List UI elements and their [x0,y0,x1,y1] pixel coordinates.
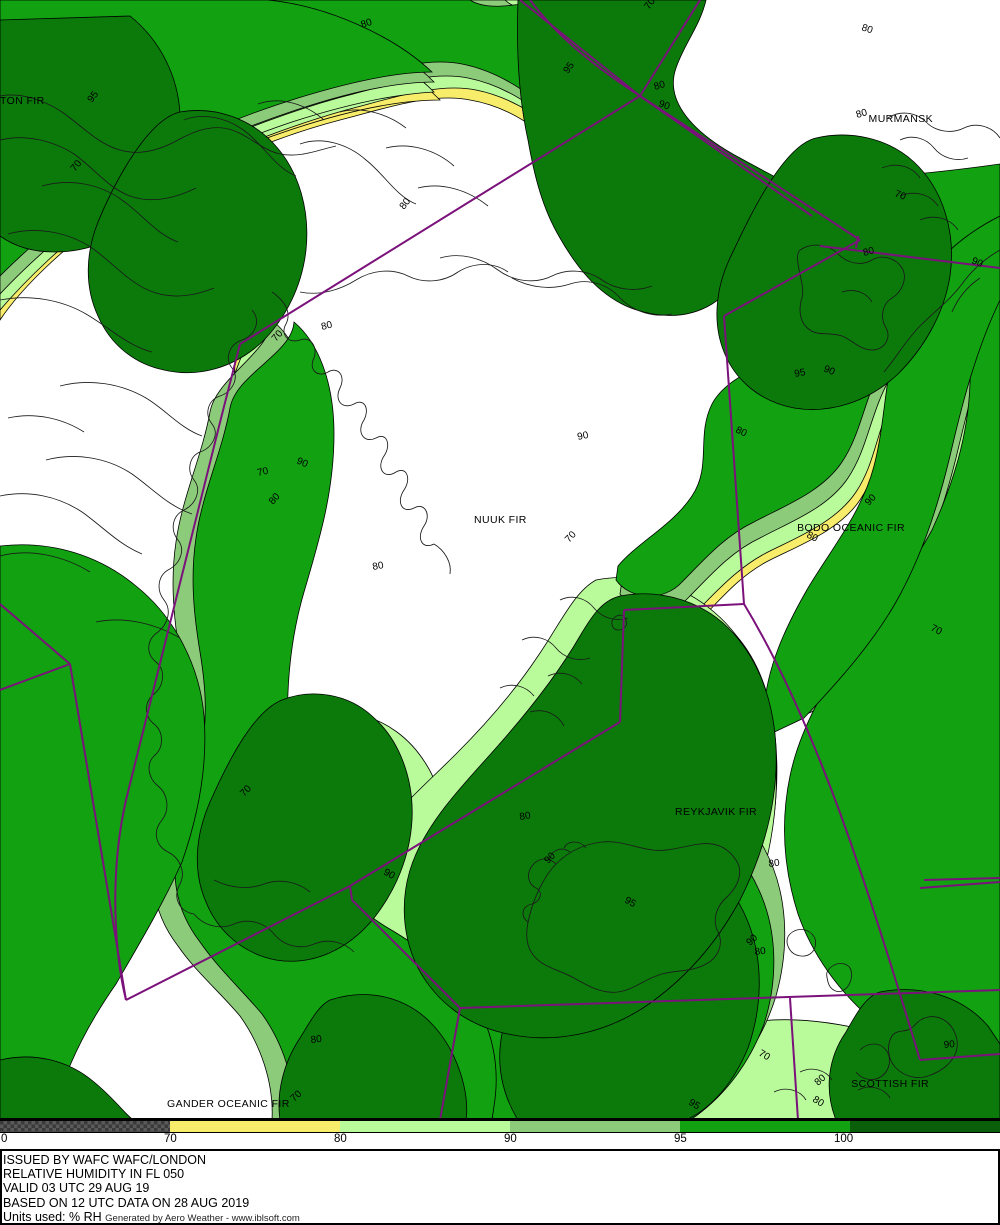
legend-swatch-0-70 [0,1121,170,1132]
legend-swatch-above-100 [850,1121,1000,1132]
contour-label: 80 [768,857,781,870]
fir-label-bodo-oceanic-fir: BODO OCEANIC FIR [797,522,905,534]
contour-label: 70 [929,623,944,638]
legend-tick-90: 90 [504,1133,517,1145]
fir-labels: TON FIR MURMANSK NUUK FIR BODO OCEANIC FIR R… [0,95,933,1110]
contour-label: 80 [519,810,532,823]
contour-label: 95 [793,367,806,380]
contour-label: 80 [754,946,767,958]
fir-boundaries[interactable] [0,0,1000,1120]
contour-label: 90 [382,867,397,882]
contour-label: 70 [642,0,658,12]
footer-units-line: Units used: % RH Generated by Aero Weath… [3,1210,1000,1225]
legend-swatch-70-80 [170,1121,340,1132]
footer-credit: Generated by Aero Weather - www.iblsoft.… [105,1212,300,1224]
fir-label-murmansk-fir: MURMANSK [869,113,933,125]
contour-label: 95 [623,895,638,910]
legend-colorbar: 0 70 80 90 95 100 [0,1120,1000,1151]
contour-label: 95 [686,1097,702,1112]
legend-tick-70: 70 [164,1133,177,1145]
legend-tick-labels: 0 70 80 90 95 100 [0,1133,1000,1150]
legend-swatch-95-100 [680,1121,850,1132]
chart-footer: ISSUED BY WAFC WAFC/LONDON RELATIVE HUMI… [0,1151,1000,1225]
legend-bar [0,1120,1000,1133]
contour-label: 70 [893,189,908,203]
coastlines [0,94,1000,1101]
contour-label: 70 [757,1048,773,1063]
contour-label: 80 [860,22,875,36]
contour-label: 80 [805,530,820,545]
map-canvas[interactable]: 70 80 80 95 80 90 95 80 70 80 80 90 70 80 90 70 70 90 80 90… [0,0,1000,1120]
footer-units: Units used: % RH [3,1209,102,1224]
contour-label: 80 [862,245,876,259]
footer-left-border [0,1151,2,1225]
contour-label: 90 [822,364,837,379]
map-svg: 70 80 80 95 80 90 95 80 70 80 80 90 70 80 90 70 70 90 80 90… [0,0,1000,1120]
contour-label: 80 [360,17,374,31]
legend-tick-95: 95 [674,1133,687,1145]
footer-parameter: RELATIVE HUMIDITY IN FL 050 [3,1167,185,1182]
fir-label-scottish-fir: SCOTTISH FIR [851,1078,929,1090]
legend-tick-0: 0 [1,1133,8,1145]
contour-label: 90 [943,1039,955,1051]
footer-right-border [998,1151,1000,1225]
fir-label-edmonton-fir: TON FIR [0,95,45,107]
contour-label: 80 [310,1034,323,1046]
contour-label: 90 [576,430,590,443]
footer-based-on: BASED ON 12 UTC DATA ON 28 AUG 2019 [3,1195,250,1210]
contour-label: 80 [855,107,869,121]
legend-tick-80: 80 [334,1133,347,1145]
fir-label-nuuk-fir: NUUK FIR [474,514,527,526]
legend-swatch-90-95 [510,1121,680,1132]
contour-label: 80 [734,425,749,440]
contour-label: 80 [372,560,385,573]
footer-issued-by: ISSUED BY WAFC WAFC/LONDON [3,1153,207,1167]
contour-label: 80 [653,79,667,93]
fir-label-reykjavik-fir: REYKJAVIK FIR [675,806,757,818]
contour-label: 90 [295,456,310,471]
legend-swatch-80-90 [340,1121,510,1132]
rh-band-above-100 [0,0,1000,1118]
contour-label: 90 [657,98,672,112]
contour-label: 70 [256,466,270,479]
contour-label: 90 [970,256,985,271]
footer-valid-time: VALID 03 UTC 29 AUG 19 [3,1181,150,1196]
legend-divider [0,1149,1000,1151]
fir-label-gander-oceanic-fir: GANDER OCEANIC FIR [167,1098,290,1110]
legend-tick-100: 100 [834,1133,854,1145]
contour-label: 80 [320,319,334,332]
